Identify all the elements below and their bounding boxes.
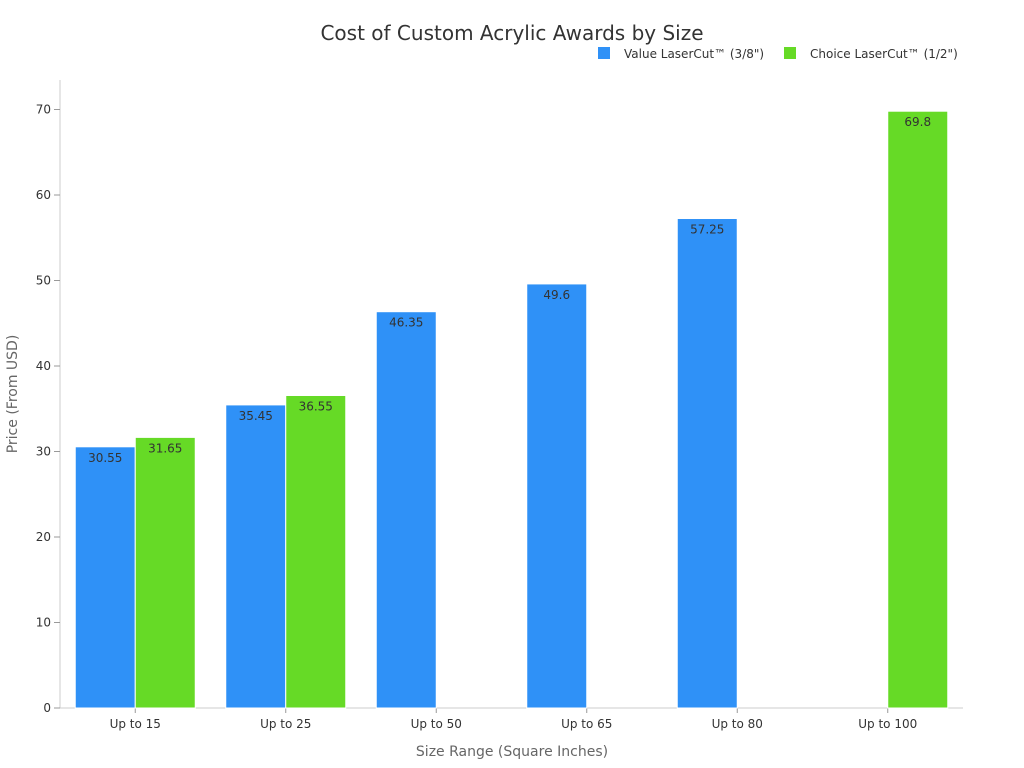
data-label: 46.35: [389, 316, 423, 330]
bar: [74, 446, 136, 709]
data-label: 57.25: [690, 223, 724, 237]
legend-swatch: [598, 47, 610, 59]
bar: [887, 110, 949, 709]
legend-label: Value LaserCut™ (3/8"): [624, 47, 764, 61]
data-label: 49.6: [543, 288, 570, 302]
x-tick-label: Up to 65: [561, 717, 612, 731]
bar: [375, 311, 437, 709]
x-tick-label: Up to 25: [260, 717, 311, 731]
bar: [285, 394, 347, 709]
y-tick-label: 30: [36, 445, 51, 459]
legend: Value LaserCut™ (3/8") Choice LaserCut™ (…: [598, 47, 958, 61]
data-label: 35.45: [239, 409, 273, 423]
legend-swatch: [784, 47, 796, 59]
y-tick-label: 20: [36, 530, 51, 544]
y-tick-label: 70: [36, 103, 51, 117]
x-tick-label: Up to 15: [110, 717, 161, 731]
y-tick-label: 40: [36, 359, 51, 373]
x-tick-label: Up to 100: [858, 717, 917, 731]
bars: 30.55 35.45 46.35 49.6 57.25 31.65 36.55 69.8: [74, 110, 949, 709]
y-axis-label: Price (From USD): [5, 335, 21, 454]
x-axis-label: Size Range (Square Inches): [416, 744, 608, 760]
bar: [676, 218, 738, 709]
bar: [526, 283, 588, 709]
chart-title: Cost of Custom Acrylic Awards by Size: [320, 21, 703, 45]
data-label: 30.55: [88, 451, 122, 465]
y-tick-label: 10: [36, 616, 51, 630]
data-label: 69.8: [904, 115, 931, 129]
x-tick-label: Up to 50: [411, 717, 462, 731]
legend-label: Choice LaserCut™ (1/2"): [810, 47, 958, 61]
x-tick-label: Up to 80: [712, 717, 763, 731]
y-tick-label: 50: [36, 274, 51, 288]
data-label: 36.55: [299, 399, 333, 413]
bar: [225, 404, 287, 709]
data-label: 31.65: [148, 441, 182, 455]
bar: [134, 436, 196, 709]
axes: 0 10 20 30 40 50 60 70 Up to 15 Up to 25 Up to 50 U…: [36, 80, 963, 731]
y-tick-label: 60: [36, 188, 51, 202]
y-tick-label: 0: [43, 701, 51, 715]
